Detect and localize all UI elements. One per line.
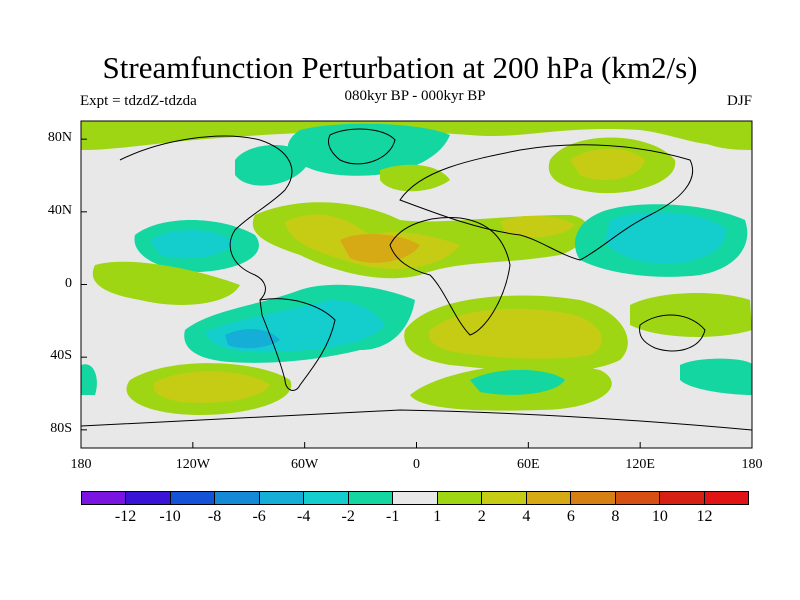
colorbar-label: 4 bbox=[522, 508, 531, 525]
contour-negative-east-pacific-core bbox=[150, 230, 235, 259]
colorbar-swatch bbox=[704, 492, 749, 504]
contour-negative-southwest bbox=[81, 364, 97, 395]
y-tick-label: 80N bbox=[47, 130, 72, 146]
contour-band-arctic bbox=[81, 121, 752, 150]
colorbar-label: -6 bbox=[252, 508, 266, 525]
colorbar bbox=[81, 491, 749, 505]
colorbar-swatch bbox=[126, 492, 171, 504]
coastline-greenland bbox=[327, 128, 396, 165]
coastlines bbox=[81, 128, 752, 431]
contour-negative-southeast bbox=[680, 358, 752, 395]
colorbar-swatch bbox=[526, 492, 572, 504]
colorbar-swatch bbox=[393, 492, 438, 504]
season-label: DJF bbox=[726, 93, 752, 109]
contour-positive-europe bbox=[380, 164, 450, 192]
colorbar-swatch bbox=[571, 492, 616, 504]
colorbar-label: 6 bbox=[566, 508, 575, 525]
colorbar-label: -10 bbox=[159, 508, 181, 525]
x-tick-label: 60W bbox=[291, 457, 319, 472]
coastline-eurasia bbox=[399, 144, 694, 261]
x-tick-label: 0 bbox=[413, 457, 420, 472]
x-tick-label: 180 bbox=[741, 457, 763, 472]
colorbar-swatch bbox=[215, 492, 260, 504]
coastline-australia bbox=[639, 314, 706, 352]
contour-negative-west-pacific-core bbox=[605, 212, 726, 264]
colorbar-swatch bbox=[437, 492, 483, 504]
coastline-africa bbox=[389, 216, 511, 336]
colorbar-label: -2 bbox=[341, 508, 355, 525]
y-tick-label: 40S bbox=[50, 348, 72, 364]
contour-positive-australia bbox=[630, 293, 752, 337]
y-tick-label: 40N bbox=[47, 202, 72, 218]
coastline-north-america bbox=[119, 135, 293, 301]
coastline-antarctica bbox=[81, 409, 752, 431]
colorbar-label: -12 bbox=[114, 508, 137, 525]
colorbar-swatch bbox=[660, 492, 705, 504]
colorbar-label: -4 bbox=[296, 508, 311, 525]
contour-positive-arabia bbox=[500, 215, 575, 238]
contour-negative-southern-ocean bbox=[470, 369, 565, 395]
colorbar-label: -8 bbox=[207, 508, 222, 525]
x-tick-label: 60E bbox=[517, 457, 540, 472]
colorbar-swatch bbox=[482, 492, 527, 504]
contour-negative-arctic bbox=[287, 123, 450, 176]
colorbar-label: 2 bbox=[477, 508, 486, 525]
contour-negative-south-pacific-max bbox=[225, 328, 280, 349]
colorbar-swatch bbox=[259, 492, 305, 504]
y-tick-label: 80S bbox=[50, 420, 72, 436]
experiment-label: Expt = tdzdZ-tdzda bbox=[80, 93, 197, 109]
colorbar-label: 12 bbox=[696, 508, 713, 525]
contour-positive-siberia-core bbox=[570, 148, 645, 180]
contour-positive-south-indian-core bbox=[428, 308, 602, 359]
contour-positive-pacific bbox=[92, 261, 240, 305]
contour-positive-northeast bbox=[690, 123, 752, 150]
axis-ticks bbox=[80, 138, 753, 448]
colorbar-swatch bbox=[348, 492, 394, 504]
coastline-south-america bbox=[259, 298, 336, 391]
contour-positive-south-pacific-core bbox=[153, 371, 270, 403]
contour-positive-tropical-max bbox=[340, 233, 420, 263]
plot-title: Streamfunction Perturbation at 200 hPa (… bbox=[102, 50, 698, 85]
x-tick-label: 180 bbox=[70, 457, 92, 472]
colorbar-label: -1 bbox=[386, 508, 400, 525]
colorbar-label: 1 bbox=[433, 508, 442, 525]
x-tick-label: 120E bbox=[625, 457, 655, 472]
contour-field bbox=[81, 121, 752, 448]
x-tick-label: 120W bbox=[175, 457, 210, 472]
plot-subtitle: 080kyr BP - 000kyr BP bbox=[344, 88, 486, 104]
colorbar-label: 8 bbox=[611, 508, 620, 525]
colorbar-swatch bbox=[615, 492, 661, 504]
y-tick-label: 0 bbox=[65, 275, 72, 291]
colorbar-swatch bbox=[82, 492, 127, 504]
colorbar-swatch bbox=[170, 492, 216, 504]
colorbar-swatch bbox=[304, 492, 349, 504]
colorbar-label: 10 bbox=[651, 508, 668, 525]
